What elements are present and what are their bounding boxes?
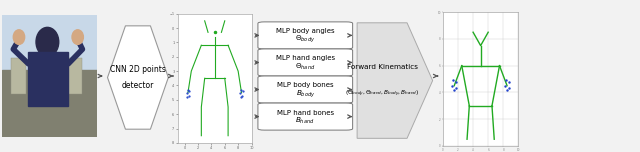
Circle shape <box>36 27 59 57</box>
Text: CNN 2D points: CNN 2D points <box>110 65 166 74</box>
Text: MLP hand angles: MLP hand angles <box>276 55 335 61</box>
Text: $B_{hand}$: $B_{hand}$ <box>296 116 315 126</box>
Text: MLP body angles: MLP body angles <box>276 28 335 34</box>
Polygon shape <box>357 23 433 138</box>
FancyBboxPatch shape <box>258 76 353 103</box>
Text: $\Theta_{hand}$: $\Theta_{hand}$ <box>295 62 316 72</box>
Circle shape <box>13 30 25 44</box>
FancyBboxPatch shape <box>258 22 353 49</box>
Bar <box>68 58 83 94</box>
Text: Forward Kinematics: Forward Kinematics <box>347 64 417 70</box>
Text: $\Theta_{body}$: $\Theta_{body}$ <box>295 34 316 45</box>
Text: MLP hand bones: MLP hand bones <box>276 109 334 116</box>
Bar <box>2 15 97 70</box>
Text: $(\Theta_{body}, \Theta_{hand}, B_{body}, B_{hand})$: $(\Theta_{body}, \Theta_{hand}, B_{body}… <box>345 89 419 99</box>
Circle shape <box>72 30 83 44</box>
Bar <box>28 52 68 106</box>
Bar <box>49 58 63 94</box>
Text: MLP body bones: MLP body bones <box>277 82 333 88</box>
Polygon shape <box>108 26 168 129</box>
FancyBboxPatch shape <box>258 49 353 76</box>
Bar <box>30 58 45 94</box>
Text: detector: detector <box>122 81 154 90</box>
Text: $B_{body}$: $B_{body}$ <box>296 88 315 100</box>
FancyBboxPatch shape <box>258 103 353 130</box>
Bar <box>2 70 97 137</box>
Bar <box>12 58 26 94</box>
